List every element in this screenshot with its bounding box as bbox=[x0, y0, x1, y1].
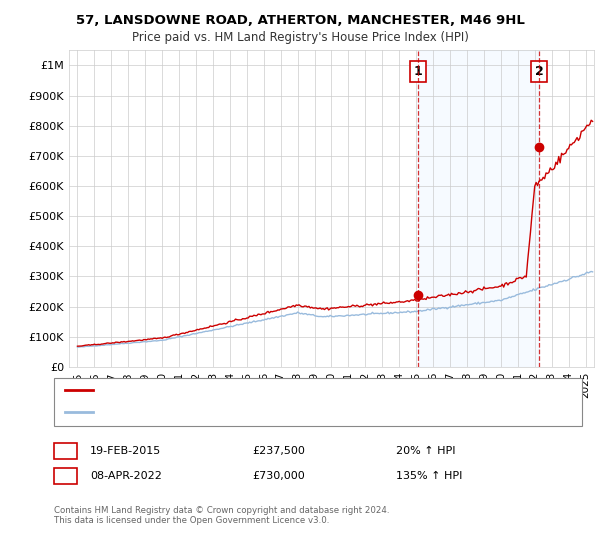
Text: 135% ↑ HPI: 135% ↑ HPI bbox=[396, 471, 463, 481]
Text: 2: 2 bbox=[61, 469, 70, 483]
Text: 19-FEB-2015: 19-FEB-2015 bbox=[90, 446, 161, 456]
Text: HPI: Average price, detached house, Bolton: HPI: Average price, detached house, Bolt… bbox=[99, 407, 316, 417]
Text: 20% ↑ HPI: 20% ↑ HPI bbox=[396, 446, 455, 456]
Text: Contains HM Land Registry data © Crown copyright and database right 2024.
This d: Contains HM Land Registry data © Crown c… bbox=[54, 506, 389, 525]
Text: Price paid vs. HM Land Registry's House Price Index (HPI): Price paid vs. HM Land Registry's House … bbox=[131, 31, 469, 44]
Text: 1: 1 bbox=[414, 65, 422, 78]
Text: 1: 1 bbox=[61, 444, 70, 458]
Text: 08-APR-2022: 08-APR-2022 bbox=[90, 471, 162, 481]
Text: £730,000: £730,000 bbox=[252, 471, 305, 481]
Text: 57, LANSDOWNE ROAD, ATHERTON, MANCHESTER, M46 9HL: 57, LANSDOWNE ROAD, ATHERTON, MANCHESTER… bbox=[76, 14, 524, 27]
Text: 2: 2 bbox=[535, 65, 544, 78]
Bar bbox=[418, 50, 539, 367]
Text: £237,500: £237,500 bbox=[252, 446, 305, 456]
Text: 57, LANSDOWNE ROAD, ATHERTON, MANCHESTER, M46 9HL (detached house): 57, LANSDOWNE ROAD, ATHERTON, MANCHESTER… bbox=[99, 385, 491, 395]
